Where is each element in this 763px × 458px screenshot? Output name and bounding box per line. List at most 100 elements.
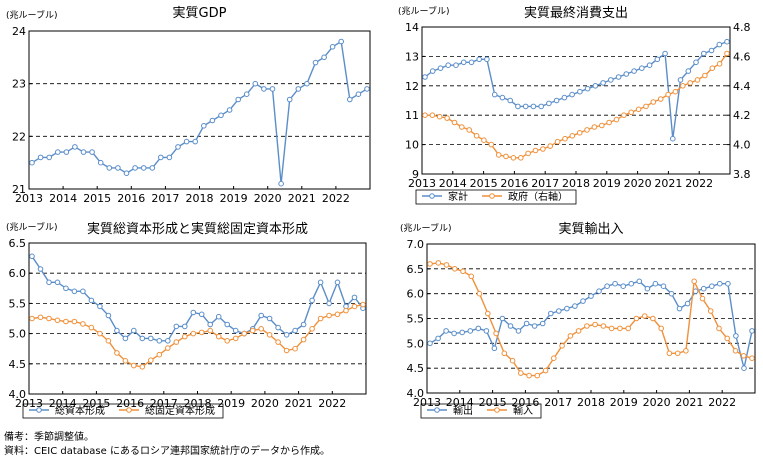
legend-marker [36,407,42,413]
legend-box [22,403,224,419]
data-point [139,335,146,342]
x-tick-label: 2013 [15,192,43,205]
data-point [466,127,473,133]
data-point [584,85,591,92]
x-tick-label: 2016 [511,396,539,409]
data-point [580,298,586,304]
data-point [646,62,653,68]
data-point [80,288,86,295]
series-line [31,40,368,184]
data-point [269,86,276,92]
data-point [460,268,466,275]
data-point [452,266,458,272]
data-point [680,83,686,89]
data-point [275,339,281,345]
data-point [483,328,490,334]
plot-frame [28,30,371,190]
y-tick-label: 6.5 [9,237,27,250]
x-tick-label: 2015 [479,396,507,409]
data-point [554,138,561,145]
data-point [309,297,315,304]
data-point [343,307,349,314]
data-point [493,330,499,337]
legend-marker [494,407,500,413]
data-point [114,327,120,334]
data-point [633,315,640,322]
x-tick-label: 2016 [500,177,528,190]
x-tick-label: 2022 [318,397,346,410]
data-point [724,38,730,45]
data-point [364,86,370,92]
data-point [215,313,222,320]
data-point [660,283,667,290]
data-point [232,327,239,334]
data-point [709,65,716,71]
x-tick-label: 2022 [708,396,736,409]
data-point [190,330,197,337]
data-point [531,323,538,329]
data-point [283,347,290,354]
data-point [55,149,61,155]
data-point [592,83,599,89]
data-point [467,328,474,334]
chart-trade: 実質輸出入 (兆ルーブル) 4.0 4.5 5.0 5.5 6.0 6.5 7.0 2013 201… [400,221,756,419]
x-tick-label: 2019 [610,396,638,409]
data-point [561,94,568,101]
y-tick-label: 4.0 [407,387,425,400]
data-point [501,350,508,357]
x-tick-label: 2020 [643,396,671,409]
y-tick-label: 23 [12,78,26,91]
data-point [351,294,358,301]
data-point [674,350,681,357]
data-point [451,119,458,126]
data-point [309,326,315,332]
data-point [54,317,61,324]
y-tick-label: 5.0 [9,328,27,341]
data-point [46,279,52,286]
x-tick-label: 2021 [654,177,682,190]
data-point [148,335,154,342]
data-point [317,315,324,322]
data-point [621,112,627,118]
data-point [608,325,615,332]
x-tick-label: 2017 [531,177,559,190]
chart-title: 実質GDP [173,5,227,21]
data-point [636,278,643,285]
x-tick-label: 2018 [186,192,214,205]
data-point [732,348,739,354]
x-tick-label: 2015 [470,177,498,190]
data-point [599,122,605,129]
x-tick-label: 2015 [82,397,110,410]
x-tick-label: 2021 [288,192,316,205]
data-point [709,283,715,290]
data-point [158,154,164,161]
data-point [468,59,475,66]
data-point [29,159,35,166]
legend: 輸出 輸入 [420,403,542,419]
series-0 [422,38,730,142]
data-point [551,355,557,362]
data-point [662,50,668,57]
data-point [631,68,637,74]
data-point [300,321,307,328]
y-tick-label: 6.0 [9,267,27,280]
data-point [224,338,230,344]
y2-tick-label: 4.6 [733,50,751,63]
data-point [224,321,230,328]
data-point [88,324,95,331]
unit-label: (兆ルーブル) [398,5,449,17]
note-source: 資料：CEIC database にあるロシア連邦国家統計庁のデータから作成。 [4,446,330,457]
legend: 総資本形成 総固定資本形成 [22,403,224,419]
data-point [261,86,267,92]
unit-label: (兆ルーブル) [6,221,57,233]
data-point [258,326,265,332]
unit-label: (兆ルーブル) [6,9,57,21]
data-point [443,262,450,268]
data-point [468,273,475,280]
chart-gdp: 実質GDP (兆ルーブル) 21 22 23 24 2013 2014 2015 2016 2017… [6,5,371,205]
data-point [106,165,113,171]
data-point [635,106,642,113]
data-point [668,290,675,297]
data-point [530,103,537,110]
